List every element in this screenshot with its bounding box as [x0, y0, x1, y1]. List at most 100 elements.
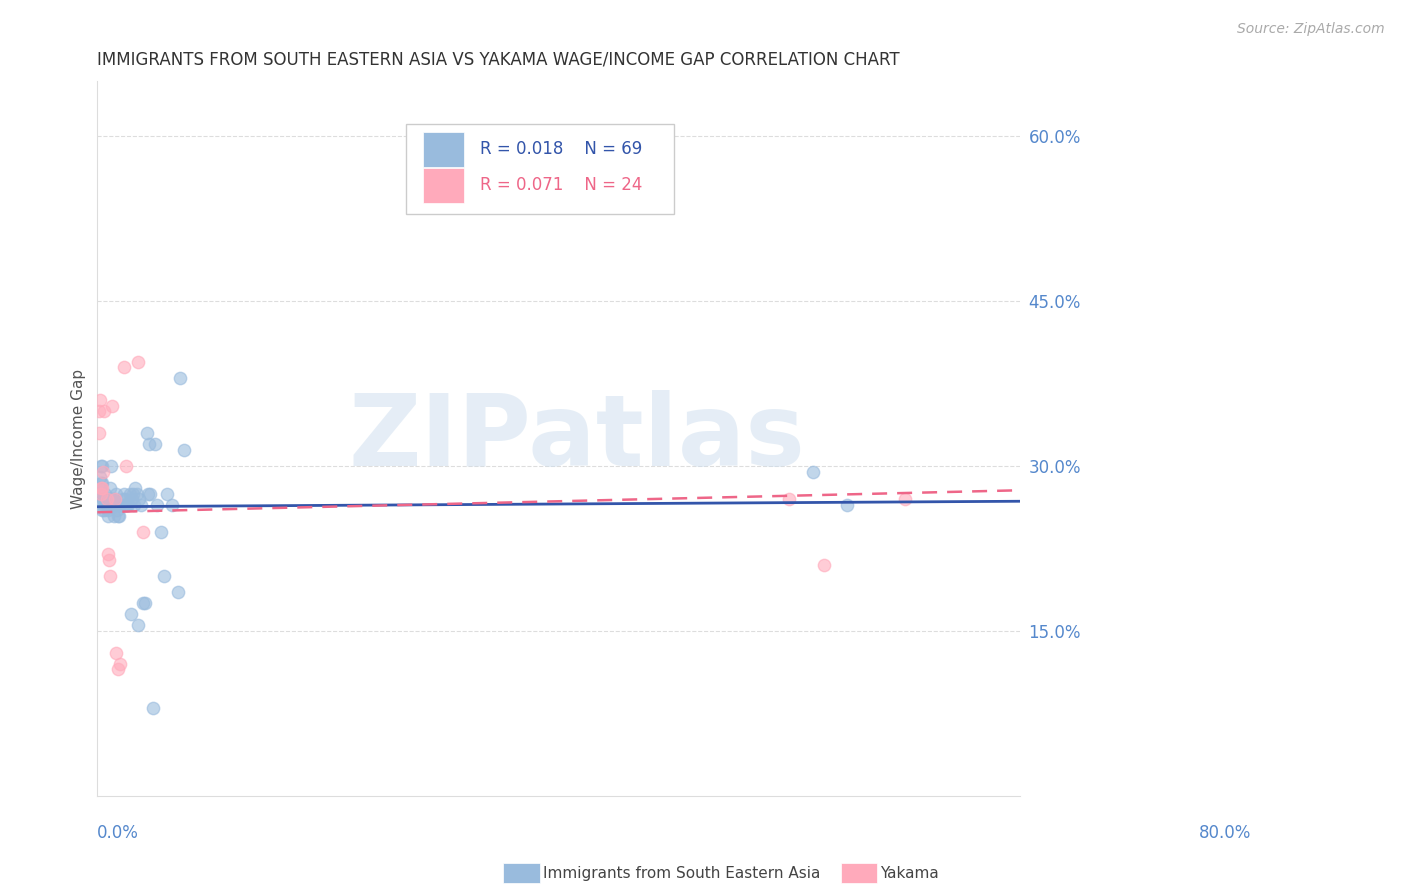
Point	[87, 491, 110, 506]
Point	[132, 597, 155, 611]
Point	[107, 498, 129, 512]
Point	[97, 552, 120, 566]
Point	[122, 498, 145, 512]
Text: R = 0.071    N = 24: R = 0.071 N = 24	[481, 176, 643, 194]
Point	[87, 404, 110, 418]
FancyBboxPatch shape	[423, 168, 464, 202]
Point	[117, 498, 139, 512]
Text: Source: ZipAtlas.com: Source: ZipAtlas.com	[1237, 22, 1385, 37]
Point	[110, 657, 132, 671]
Point	[801, 465, 824, 479]
Point	[105, 503, 128, 517]
Point	[91, 503, 114, 517]
Point	[104, 491, 127, 506]
Point	[97, 491, 120, 506]
Point	[122, 486, 145, 500]
Point	[108, 508, 131, 523]
Point	[112, 486, 135, 500]
Point	[894, 491, 917, 506]
Point	[104, 486, 127, 500]
Point	[173, 442, 195, 457]
Point	[169, 371, 191, 385]
Point	[93, 498, 115, 512]
Point	[120, 607, 142, 622]
Point	[139, 486, 162, 500]
Point	[778, 491, 800, 506]
Point	[90, 459, 112, 474]
Point	[149, 524, 172, 539]
Point	[143, 437, 166, 451]
Point	[114, 491, 136, 506]
Point	[107, 662, 129, 676]
Point	[93, 503, 115, 517]
Point	[98, 498, 121, 512]
Point	[91, 481, 114, 495]
Point	[162, 498, 184, 512]
Point	[89, 393, 111, 408]
Point	[837, 498, 859, 512]
Text: 0.0%: 0.0%	[97, 824, 139, 842]
Point	[97, 547, 120, 561]
Point	[90, 486, 112, 500]
Point	[104, 646, 127, 660]
Point	[110, 498, 132, 512]
Point	[111, 498, 134, 512]
Point	[90, 486, 112, 500]
Point	[101, 491, 124, 506]
Point	[98, 569, 121, 583]
Point	[89, 470, 111, 484]
Y-axis label: Wage/Income Gap: Wage/Income Gap	[72, 368, 86, 508]
Point	[100, 459, 122, 474]
Point	[100, 491, 122, 506]
FancyBboxPatch shape	[406, 124, 673, 213]
Text: 80.0%: 80.0%	[1198, 824, 1251, 842]
Point	[132, 524, 155, 539]
Point	[153, 569, 176, 583]
Point	[94, 491, 117, 506]
Point	[101, 498, 124, 512]
Point	[96, 498, 118, 512]
Text: Immigrants from South Eastern Asia: Immigrants from South Eastern Asia	[543, 866, 820, 880]
Point	[91, 459, 114, 474]
Point	[118, 486, 141, 500]
Point	[129, 498, 152, 512]
Point	[117, 498, 139, 512]
Point	[91, 491, 114, 506]
Point	[127, 618, 149, 632]
Point	[136, 486, 159, 500]
Point	[90, 475, 112, 490]
Point	[128, 491, 150, 506]
Point	[111, 491, 134, 506]
Point	[101, 399, 124, 413]
Text: IMMIGRANTS FROM SOUTH EASTERN ASIA VS YAKAMA WAGE/INCOME GAP CORRELATION CHART: IMMIGRANTS FROM SOUTH EASTERN ASIA VS YA…	[97, 51, 900, 69]
Point	[115, 498, 138, 512]
Point	[115, 459, 138, 474]
Point	[125, 486, 148, 500]
Point	[134, 597, 156, 611]
Point	[813, 558, 835, 572]
Point	[124, 481, 146, 495]
FancyBboxPatch shape	[423, 132, 464, 167]
Point	[91, 465, 114, 479]
Point	[127, 354, 149, 368]
Point	[94, 486, 117, 500]
Point	[98, 481, 121, 495]
Point	[138, 437, 160, 451]
Point	[167, 585, 190, 599]
Text: R = 0.018    N = 69: R = 0.018 N = 69	[481, 140, 643, 158]
Point	[90, 481, 112, 495]
Point	[97, 498, 120, 512]
Point	[155, 486, 177, 500]
Point	[97, 508, 120, 523]
Text: Yakama: Yakama	[880, 866, 939, 880]
Point	[91, 475, 114, 490]
Point	[104, 491, 127, 506]
Point	[103, 508, 125, 523]
Point	[107, 508, 129, 523]
Point	[121, 491, 143, 506]
Point	[112, 360, 135, 375]
Point	[87, 426, 110, 441]
Point	[146, 498, 169, 512]
Point	[97, 503, 120, 517]
Point	[96, 491, 118, 506]
